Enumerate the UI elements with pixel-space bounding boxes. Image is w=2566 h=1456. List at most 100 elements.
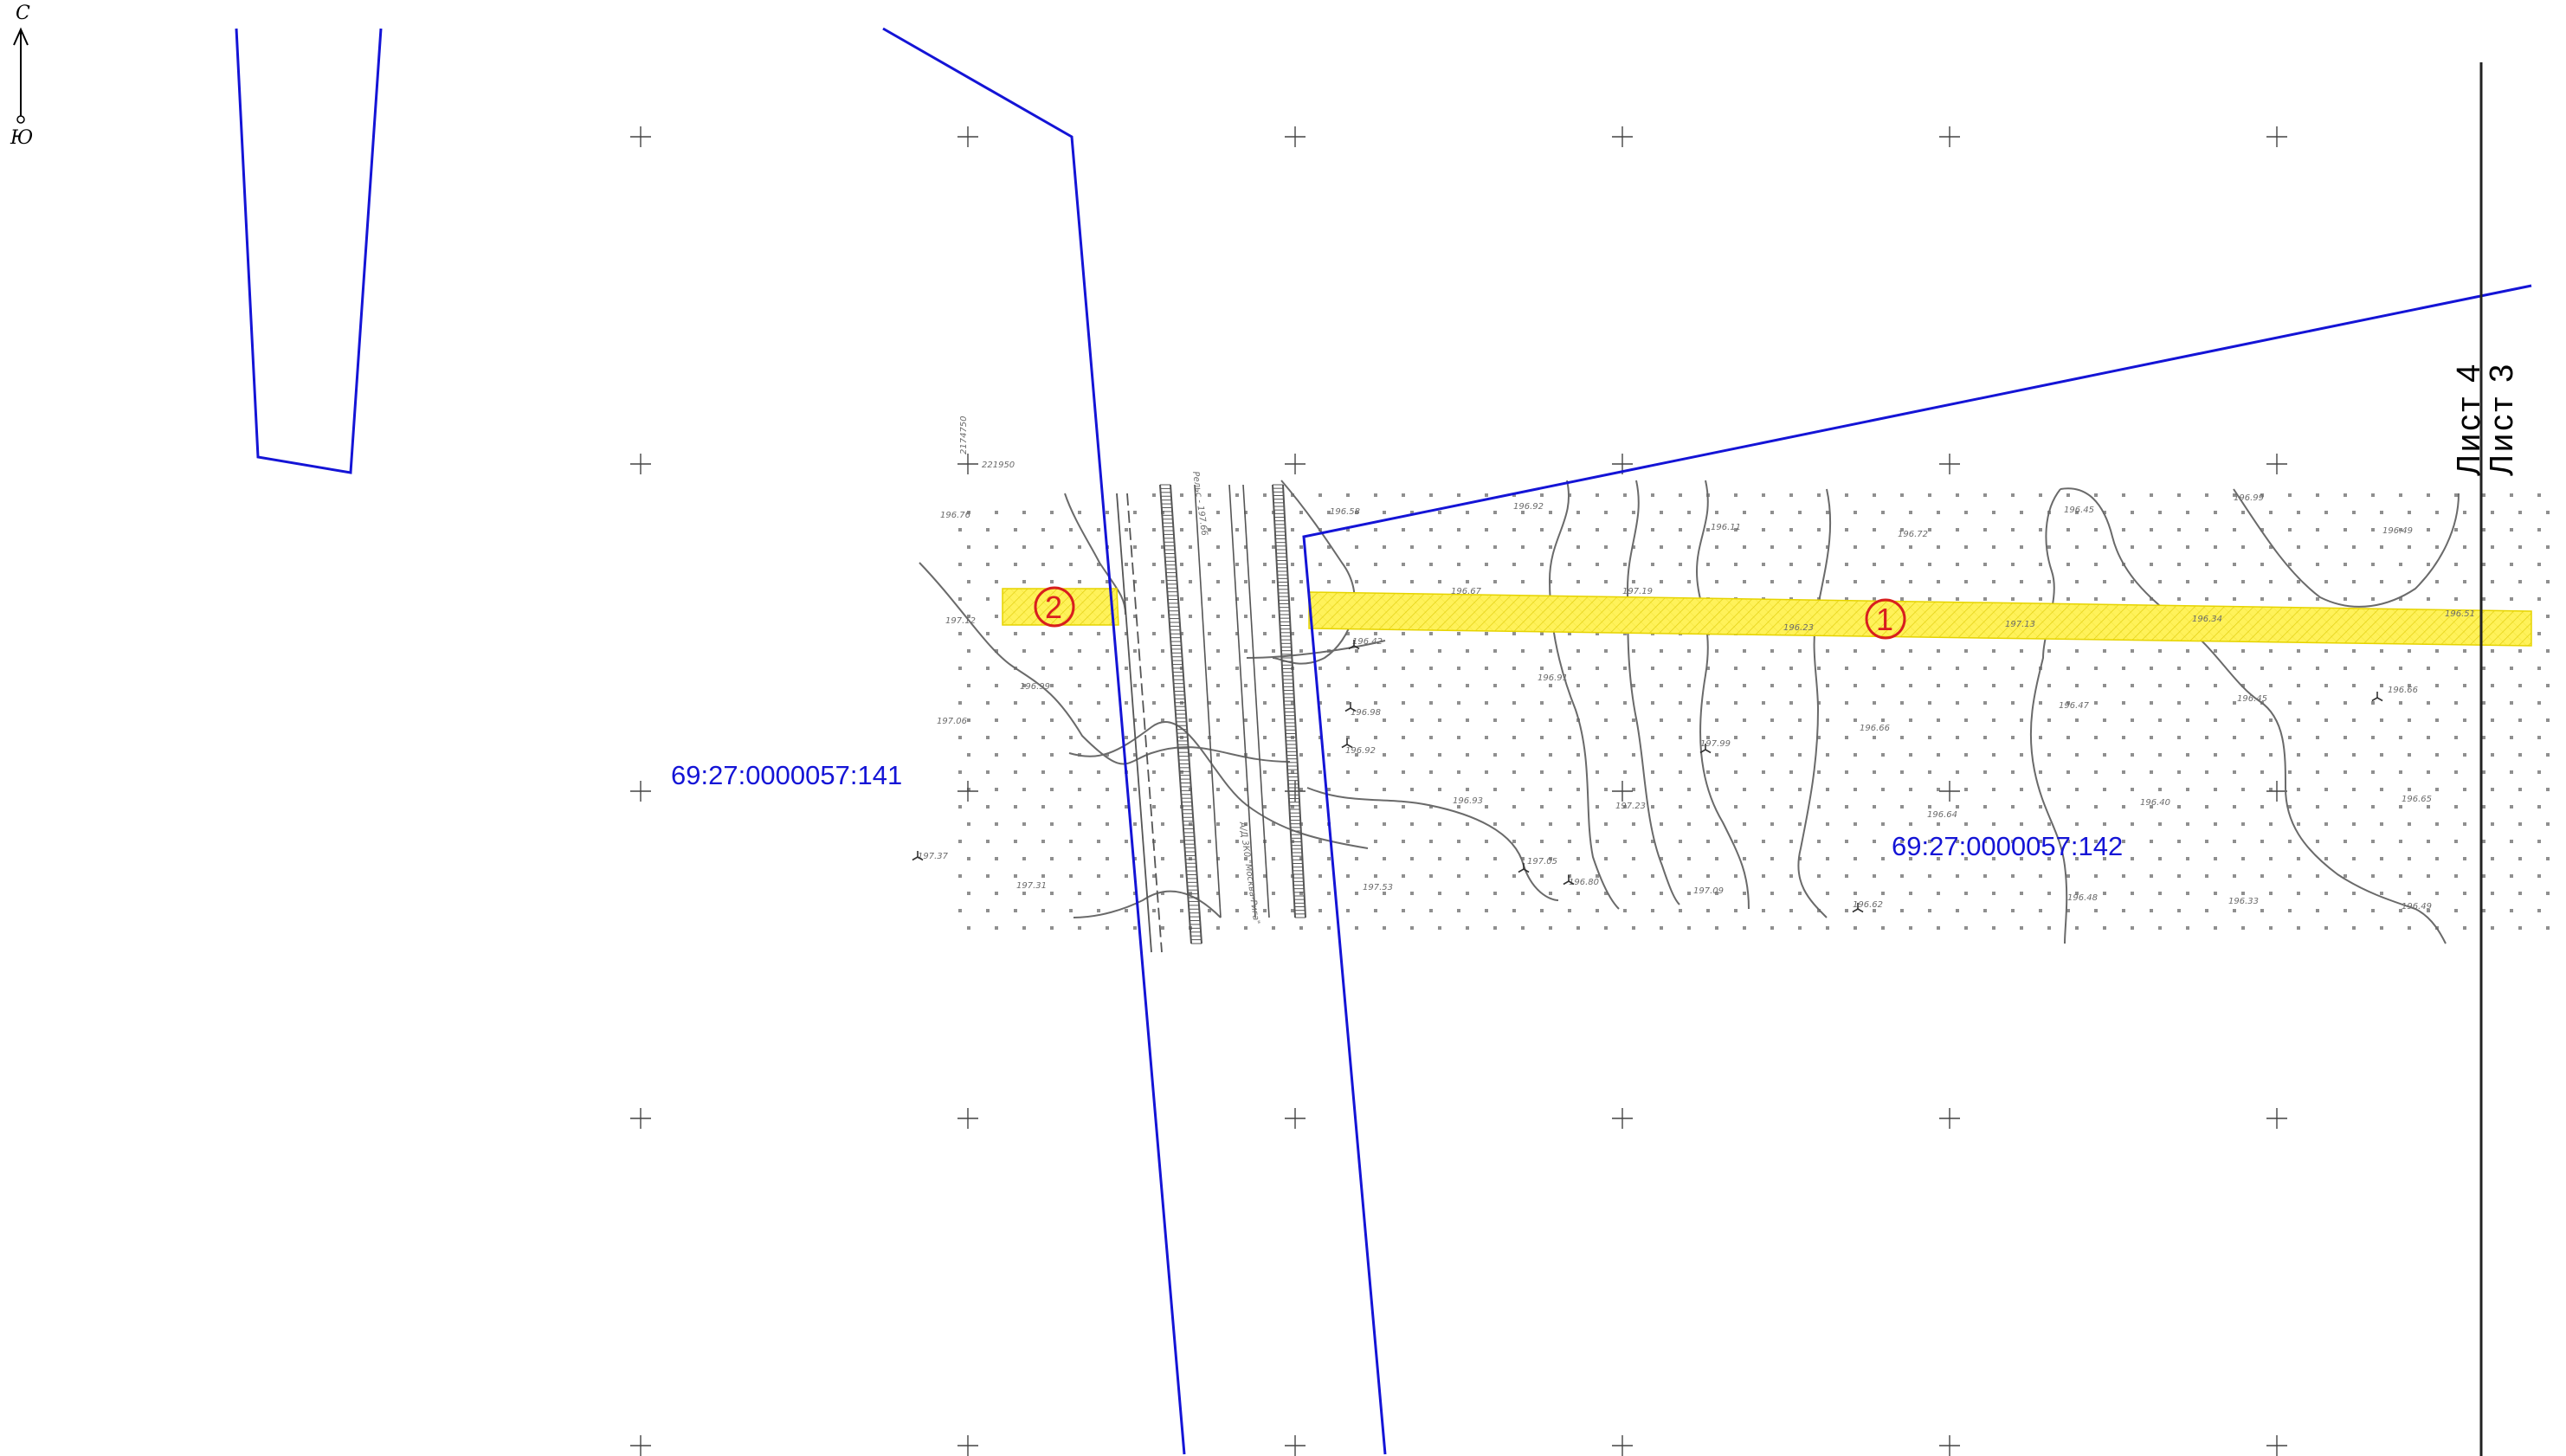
survey-point bbox=[2011, 597, 2015, 601]
survey-point bbox=[1180, 528, 1183, 532]
survey-point bbox=[1485, 667, 1488, 670]
survey-point bbox=[2214, 511, 2217, 514]
survey-point bbox=[2297, 753, 2300, 757]
survey-point bbox=[1687, 580, 1691, 583]
parcel-label-142[interactable]: 69:27:0000057:142 bbox=[1892, 831, 2123, 861]
survey-point bbox=[2324, 718, 2328, 722]
survey-point bbox=[2297, 649, 2300, 653]
survey-point bbox=[1900, 736, 1904, 739]
survey-point bbox=[1133, 892, 1137, 895]
survey-point bbox=[1909, 580, 1912, 583]
survey-point bbox=[2546, 892, 2550, 895]
survey-point bbox=[1429, 563, 1433, 566]
survey-point bbox=[1854, 511, 1857, 514]
survey-point bbox=[1069, 874, 1073, 878]
survey-point bbox=[1789, 736, 1793, 739]
survey-point bbox=[1845, 909, 1848, 912]
survey-point bbox=[2399, 667, 2402, 670]
survey-point bbox=[1762, 874, 1765, 878]
survey-point bbox=[1050, 822, 1054, 826]
survey-point bbox=[1457, 736, 1460, 739]
survey-point bbox=[1679, 805, 1682, 809]
survey-point bbox=[1928, 736, 1931, 739]
survey-point bbox=[1817, 840, 1821, 843]
survey-point bbox=[1743, 857, 1746, 860]
survey-point bbox=[1687, 684, 1691, 687]
survey-point bbox=[2454, 770, 2458, 774]
survey-point bbox=[2039, 563, 2042, 566]
survey-point bbox=[1604, 649, 1608, 653]
survey-point bbox=[1457, 528, 1460, 532]
survey-point bbox=[2094, 840, 2098, 843]
survey-point bbox=[995, 580, 998, 583]
survey-point bbox=[1438, 580, 1441, 583]
survey-point bbox=[2344, 770, 2347, 774]
survey-point bbox=[2537, 528, 2541, 532]
survey-point bbox=[1715, 649, 1718, 653]
survey-point bbox=[2122, 840, 2125, 843]
survey-point bbox=[1438, 649, 1441, 653]
survey-point bbox=[1457, 874, 1460, 878]
survey-point bbox=[1438, 788, 1441, 791]
survey-point bbox=[2324, 857, 2328, 860]
survey-point bbox=[2435, 684, 2439, 687]
survey-point bbox=[1069, 563, 1073, 566]
survey-point bbox=[2214, 753, 2217, 757]
survey-point bbox=[995, 545, 998, 549]
survey-point bbox=[1069, 770, 1073, 774]
survey-point bbox=[1133, 684, 1137, 687]
survey-point bbox=[1346, 632, 1350, 635]
survey-point bbox=[1964, 580, 1968, 583]
zone-1-area[interactable] bbox=[1308, 591, 2532, 647]
survey-point bbox=[2288, 909, 2292, 912]
parcel-label-141[interactable]: 69:27:0000057:141 bbox=[671, 760, 902, 790]
zone-1-marker[interactable]: 1 bbox=[1865, 598, 1906, 640]
zone-2-marker[interactable]: 2 bbox=[1034, 586, 1075, 628]
survey-point bbox=[2039, 493, 2042, 497]
survey-point bbox=[2454, 667, 2458, 670]
survey-point bbox=[1576, 511, 1580, 514]
survey-point bbox=[2380, 788, 2383, 791]
survey-point bbox=[1817, 770, 1821, 774]
survey-point bbox=[1576, 822, 1580, 826]
survey-point bbox=[1318, 667, 1322, 670]
survey-point bbox=[2103, 649, 2106, 653]
survey-point bbox=[1318, 563, 1322, 566]
survey-point bbox=[1022, 580, 1026, 583]
survey-point bbox=[2352, 753, 2356, 757]
survey-point bbox=[1521, 822, 1525, 826]
survey-point bbox=[2122, 667, 2125, 670]
survey-point bbox=[2205, 667, 2208, 670]
survey-point bbox=[1346, 563, 1350, 566]
sheet-3-label[interactable]: Лист 3 bbox=[2484, 362, 2520, 476]
survey-point bbox=[2177, 493, 2181, 497]
survey-point bbox=[1909, 718, 1912, 722]
survey-point bbox=[1374, 909, 1377, 912]
elevation-label: 197.06 bbox=[937, 717, 967, 726]
zone-2-area[interactable] bbox=[1002, 588, 1119, 626]
survey-point bbox=[2491, 822, 2494, 826]
sheet-4-label[interactable]: Лист 4 bbox=[2451, 362, 2487, 476]
elevation-label: 197.13 bbox=[2005, 620, 2035, 629]
survey-point bbox=[1069, 701, 1073, 705]
survey-point bbox=[967, 684, 970, 687]
survey-point bbox=[1873, 528, 1876, 532]
survey-point bbox=[967, 511, 970, 514]
survey-point bbox=[2186, 718, 2189, 722]
survey-point bbox=[1069, 805, 1073, 809]
survey-point bbox=[1299, 511, 1303, 514]
survey-point bbox=[1596, 909, 1599, 912]
survey-point bbox=[1299, 892, 1303, 895]
survey-point bbox=[1743, 511, 1746, 514]
survey-point bbox=[1263, 770, 1267, 774]
survey-point bbox=[1438, 684, 1441, 687]
survey-point bbox=[1485, 528, 1488, 532]
survey-point bbox=[2205, 874, 2208, 878]
survey-point bbox=[1928, 493, 1931, 497]
survey-point bbox=[1623, 528, 1627, 532]
survey-point bbox=[2352, 822, 2356, 826]
survey-point bbox=[986, 840, 990, 843]
survey-point bbox=[1715, 580, 1718, 583]
survey-point bbox=[967, 649, 970, 653]
survey-point bbox=[1549, 788, 1552, 791]
